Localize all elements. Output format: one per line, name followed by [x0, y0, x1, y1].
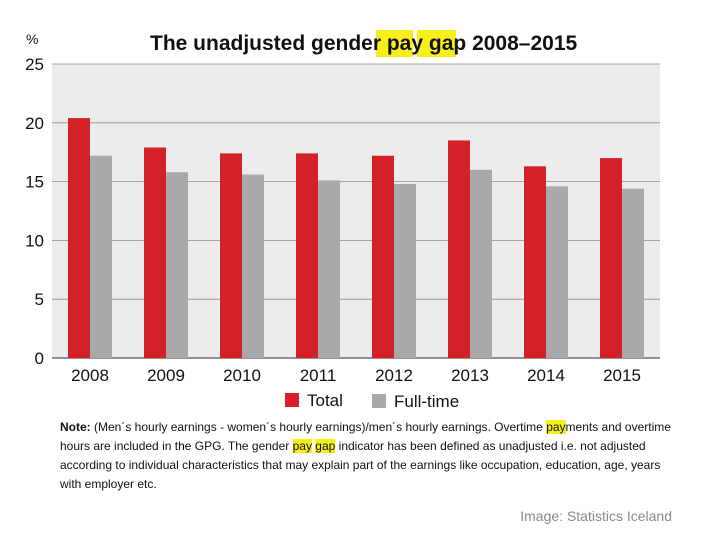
chart-title: The unadjusted gender pay gap 2008–2015 — [150, 32, 578, 55]
x-tick-label: 2012 — [375, 366, 413, 385]
legend-swatch-total — [285, 393, 299, 407]
x-axis-labels: 2008 2009 2010 2011 2012 2013 2014 2015 — [71, 366, 641, 385]
bar-total-2011 — [296, 153, 318, 358]
x-tick-label: 2009 — [147, 366, 185, 385]
y-tick-label: 15 — [25, 173, 44, 192]
bar-full-time-2009 — [166, 172, 188, 358]
note-highlight-pay-1: pay — [546, 420, 566, 434]
title-highlight-pay — [376, 30, 413, 57]
bar-full-time-2013 — [470, 169, 492, 358]
x-tick-label: 2011 — [300, 366, 337, 385]
note-highlight-gap: gap — [315, 439, 336, 453]
bar-full-time-2008 — [90, 155, 112, 358]
note-label: Note: — [60, 420, 91, 434]
y-axis-ticks: 0 5 10 15 20 25 — [25, 55, 44, 368]
x-tick-label: 2015 — [603, 366, 641, 385]
chart-note: Note: (Men´s hourly earnings - women´s h… — [60, 418, 680, 494]
title-highlight-gap — [417, 30, 456, 57]
legend: Total Full-time — [285, 391, 459, 411]
note-highlight-pay-2: pay — [292, 439, 312, 453]
bar-total-2014 — [524, 166, 546, 358]
bar-full-time-2015 — [622, 188, 644, 358]
bar-total-2015 — [600, 158, 622, 358]
title-part-1: The unadjusted gender — [150, 32, 387, 55]
x-tick-label: 2014 — [527, 366, 565, 385]
title-part-pay: pay — [387, 32, 424, 55]
y-tick-label: 0 — [35, 349, 44, 368]
legend-label-total: Total — [307, 391, 343, 410]
x-tick-label: 2008 — [71, 366, 109, 385]
x-tick-label: 2013 — [451, 366, 489, 385]
note-text-2: ments and overtime hours are included in… — [60, 420, 671, 453]
title-part-years: 2008–2015 — [466, 32, 577, 55]
y-tick-label: 10 — [25, 231, 44, 250]
bar-total-2010 — [220, 153, 242, 358]
bar-total-2013 — [448, 140, 470, 358]
plot-background — [52, 64, 660, 358]
image-credit: Image: Statistics Iceland — [520, 508, 672, 524]
bar-full-time-2011 — [318, 180, 340, 358]
y-tick-label: 25 — [25, 55, 44, 74]
bar-total-2012 — [372, 155, 394, 358]
note-text-4: indicator has been defined as unadjusted… — [60, 439, 661, 491]
bar-full-time-2010 — [242, 174, 264, 358]
bar-total-2008 — [68, 118, 90, 358]
legend-swatch-full-time — [372, 394, 386, 408]
unit-label: % — [26, 31, 38, 47]
note-text-1: (Men´s hourly earnings - women´s hourly … — [90, 420, 547, 434]
x-tick-label: 2010 — [223, 366, 261, 385]
chart: The unadjusted gender pay gap 2008–2015 … — [25, 30, 660, 411]
title-part-gap: gap — [429, 32, 466, 55]
bar-full-time-2012 — [394, 183, 416, 358]
y-tick-label: 5 — [35, 290, 44, 309]
legend-label-full-time: Full-time — [394, 392, 459, 411]
bar-full-time-2014 — [546, 186, 568, 358]
bars — [68, 118, 644, 358]
bar-total-2009 — [144, 147, 166, 358]
y-tick-label: 20 — [25, 114, 44, 133]
